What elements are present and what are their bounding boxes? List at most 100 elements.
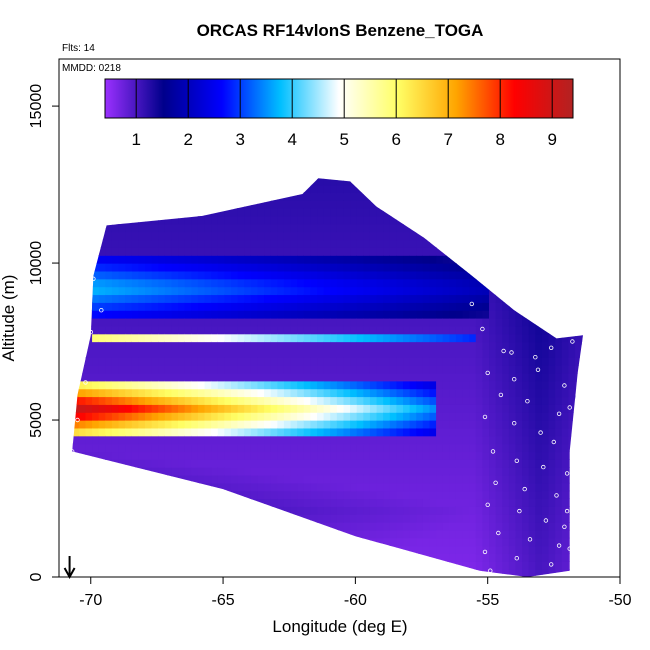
heatmap-cell [231, 239, 239, 248]
heatmap-cell [277, 215, 285, 225]
heatmap-cell [469, 178, 477, 186]
heatmap-cell [270, 178, 278, 186]
heatmap-cell [197, 553, 206, 562]
heatmap-cell [98, 553, 106, 562]
heatmap-cell [197, 561, 206, 570]
heatmap-cell [197, 208, 206, 217]
heatmap-cell [270, 498, 278, 507]
heatmap-cell [303, 239, 311, 248]
heatmap-cell [217, 420, 225, 429]
heatmap-cell [409, 506, 417, 515]
heatmap-cell [350, 561, 358, 570]
heatmap-cell [568, 404, 576, 413]
heatmap-cell [178, 318, 186, 327]
heatmap-cell [436, 506, 444, 515]
heatmap-cell [250, 200, 259, 209]
heatmap-cell [462, 561, 470, 570]
heatmap-cell [469, 169, 476, 177]
heatmap-cell [178, 270, 186, 280]
heatmap-cell [264, 474, 272, 484]
heatmap-cell [350, 263, 358, 272]
heatmap-cell [277, 349, 285, 358]
heatmap-cell [436, 184, 444, 194]
heatmap-cell [250, 372, 259, 382]
heatmap-cell [535, 561, 543, 570]
heatmap-cell [270, 184, 278, 194]
heatmap-cell [85, 545, 93, 555]
heatmap-cell [369, 569, 378, 578]
heatmap-cell [555, 451, 563, 460]
heatmap-cell [145, 529, 153, 539]
heatmap-cell [297, 231, 305, 241]
heatmap-cell [581, 349, 583, 358]
heatmap-cell [257, 569, 265, 578]
heatmap-cell [508, 404, 517, 413]
heatmap-cell [85, 514, 93, 523]
heatmap-cell [98, 278, 106, 288]
heatmap-cell [528, 427, 536, 437]
heatmap-cell [528, 178, 536, 186]
heatmap-cell [217, 310, 225, 319]
heatmap-cell [403, 490, 411, 500]
heatmap-cell [548, 537, 556, 547]
heatmap-cell [389, 178, 397, 186]
heatmap-cell [422, 263, 431, 272]
heatmap-cell [118, 467, 126, 476]
heatmap-cell [548, 514, 556, 523]
heatmap-cell [297, 451, 305, 460]
heatmap-cell [350, 255, 358, 264]
heatmap-cell [231, 223, 239, 233]
heatmap-cell [151, 380, 159, 390]
heatmap-cell [502, 294, 510, 303]
heatmap-cell [211, 537, 219, 547]
heatmap-cell [105, 263, 113, 272]
heatmap-cell [495, 404, 503, 413]
heatmap-cell [98, 365, 106, 374]
heatmap-cell [429, 529, 437, 539]
heatmap-cell [224, 263, 232, 272]
heatmap-cell [257, 522, 265, 531]
heatmap-cell [495, 388, 503, 398]
heatmap-cell [131, 443, 139, 453]
heatmap-cell [581, 286, 583, 296]
heatmap-cell [290, 286, 298, 296]
heatmap-cell [131, 263, 139, 272]
heatmap-cell [502, 474, 510, 484]
heatmap-cell [343, 349, 351, 358]
heatmap-cell [442, 490, 450, 500]
heatmap-cell [297, 286, 305, 296]
heatmap-cell [217, 318, 225, 327]
heatmap-cell [396, 294, 404, 303]
heatmap-cell [197, 412, 206, 421]
heatmap-cell [356, 435, 364, 445]
heatmap-cell [164, 420, 173, 429]
heatmap-cell [92, 365, 100, 374]
heatmap-cell [508, 506, 517, 515]
heatmap-cell [350, 333, 358, 343]
heatmap-cell [197, 529, 206, 539]
heatmap-cell [442, 388, 450, 398]
heatmap-cell [376, 545, 384, 555]
heatmap-cell [343, 380, 351, 390]
heatmap-cell [224, 506, 232, 515]
heatmap-cell [105, 310, 113, 319]
heatmap-cell [343, 215, 351, 225]
heatmap-cell [442, 239, 450, 248]
heatmap-cell [250, 420, 259, 429]
heatmap-cell [522, 435, 530, 445]
heatmap-cell [158, 522, 166, 531]
heatmap-cell [482, 178, 490, 186]
heatmap-cell [191, 239, 199, 248]
heatmap-cell [231, 349, 239, 358]
heatmap-cell [217, 184, 225, 194]
heatmap-cell [178, 333, 186, 343]
heatmap-cell [270, 412, 278, 421]
heatmap-cell [489, 396, 497, 405]
heatmap-cell [508, 569, 517, 578]
heatmap-cell [224, 223, 232, 233]
heatmap-cell [369, 459, 378, 468]
heatmap-cell [535, 333, 543, 343]
heatmap-cell [264, 333, 272, 343]
colorbar-tick-label: 4 [287, 130, 296, 149]
heatmap-cell [581, 506, 583, 515]
